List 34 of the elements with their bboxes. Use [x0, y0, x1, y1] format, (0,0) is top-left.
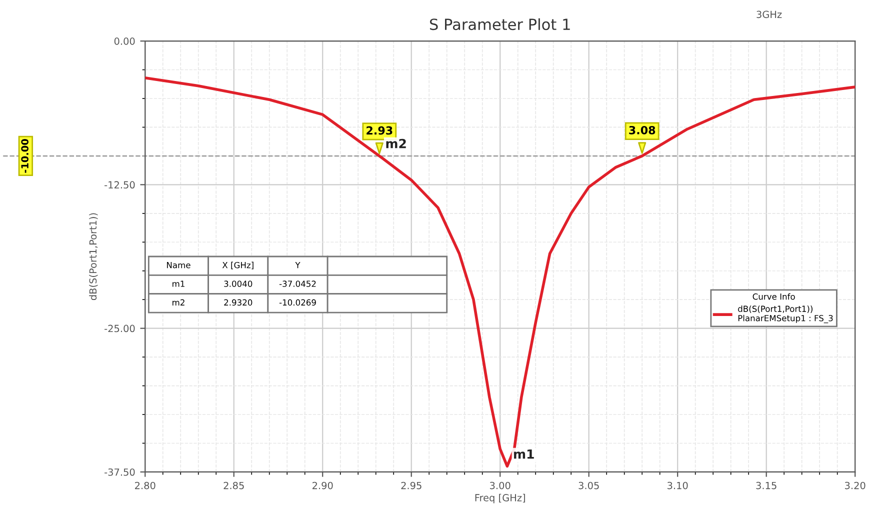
legend-title: Curve Info	[752, 293, 795, 300]
y-tick-label: 0.00	[114, 38, 135, 45]
y-tick-label: -12.50	[104, 181, 135, 189]
annotation: m2	[386, 138, 406, 148]
x-axis-title: Freq [GHz]	[475, 494, 525, 504]
x-tick-label: 3.05	[578, 482, 599, 490]
x-tick-label: 3.20	[845, 482, 866, 490]
annotation: 2.9320	[224, 299, 252, 306]
chart-subtitle: 3GHz	[756, 10, 782, 18]
y-tick-label: -25.00	[104, 324, 135, 332]
chart-title: S Parameter Plot 1	[430, 18, 570, 30]
annotation: -10.0269	[279, 299, 316, 306]
annotation: 2.93	[366, 126, 392, 135]
annotation: -37.0452	[279, 280, 316, 287]
x-tick-label: 2.80	[135, 482, 156, 490]
annotation: m1	[172, 280, 184, 287]
x-tick-label: 2.85	[224, 482, 244, 490]
annotation: X [GHz]	[222, 262, 254, 270]
y-axis-title: dB(S(Port1,Port1))	[89, 213, 98, 300]
annotation: m1	[514, 449, 534, 459]
x-tick-label: 3.10	[668, 482, 688, 490]
x-tick-label: 3.15	[756, 482, 776, 490]
legend-label: dB(S(Port1,Port1)) PlanarEMSetup1 : FS_3	[738, 306, 833, 324]
annotation: Y	[295, 262, 300, 268]
x-tick-label: 3.00	[490, 482, 510, 490]
ref-line-label: -10.00	[21, 139, 28, 173]
annotation: 3.08	[629, 126, 656, 134]
y-tick-label: -37.50	[104, 468, 135, 476]
x-tick-label: 2.90	[312, 482, 333, 490]
x-tick-label: 2.95	[401, 482, 422, 490]
line-series	[145, 76, 856, 468]
annotation: m2	[172, 299, 184, 306]
annotation: 3.0040	[224, 280, 252, 287]
annotation: Name	[167, 262, 190, 268]
